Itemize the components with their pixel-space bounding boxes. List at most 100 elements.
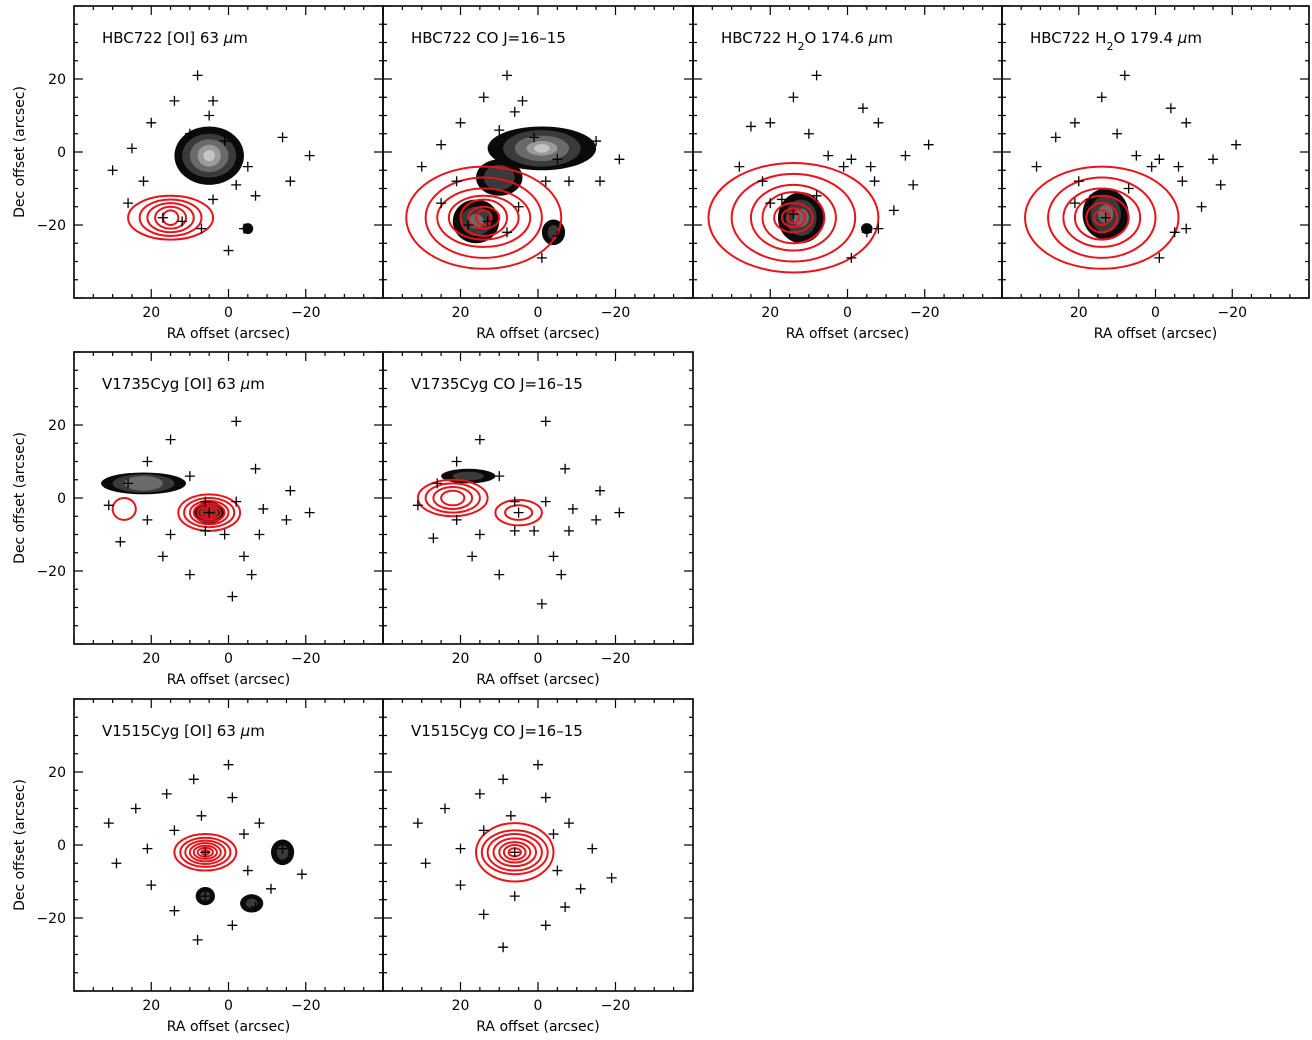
spaxel-marker (606, 872, 617, 883)
spaxel-marker (552, 230, 563, 241)
overlay-contour-0-level-4 (196, 504, 222, 521)
spaxel-marker (231, 496, 242, 507)
overlay-contour-0-level-3 (188, 842, 222, 863)
y-tick-label: 20 (48, 765, 66, 781)
spaxel-marker (540, 176, 551, 187)
spaxel-marker (591, 514, 602, 525)
overlay-contour-0-level-0 (127, 194, 215, 241)
y-tick-label: 0 (57, 145, 66, 161)
overlay-contour-0-level-4 (192, 844, 218, 860)
spaxel-marker (200, 847, 211, 858)
overlay-contour-0-level-4 (1085, 202, 1119, 234)
overlay-contour-0-level-2 (749, 183, 837, 252)
spaxel-marker (169, 825, 180, 836)
spaxel-marker (614, 507, 625, 518)
spaxel-marker (509, 525, 520, 536)
plot-area (107, 70, 315, 256)
panel-frame (382, 351, 694, 645)
spaxel-marker (857, 103, 868, 114)
spaxel-marker (123, 198, 134, 209)
axis-ticks (1001, 5, 1310, 299)
spaxel-marker (107, 165, 118, 176)
spaxel-marker (451, 514, 462, 525)
spaxel-marker (1208, 154, 1219, 165)
x-axis-title: RA offset (arcsec) (476, 672, 600, 688)
spaxel-marker (1196, 201, 1207, 212)
overlay-contour-0-level-3 (154, 205, 188, 230)
spaxel-marker (146, 880, 157, 891)
spaxel-marker (564, 525, 574, 536)
spaxel-marker (811, 190, 822, 201)
spaxel-marker (494, 471, 505, 482)
spaxel-marker (923, 139, 934, 150)
spaxel-marker (595, 485, 605, 496)
panel-v1515cyg-oi: 20 0 −20 20 0 −20 Dec offset (arcsec) RA offset… (12, 698, 384, 1035)
spaxel-marker (238, 223, 249, 234)
x-tick-label: −20 (601, 305, 631, 321)
spaxel-marker (564, 176, 574, 187)
x-tick-label: 20 (761, 305, 779, 321)
overlay-contour-0-level-3 (1073, 194, 1130, 241)
spaxel-marker (1123, 183, 1134, 194)
spaxel-marker (757, 176, 768, 187)
spaxel-marker (474, 788, 485, 799)
overlay-contour-0-level-5 (780, 207, 807, 228)
overlay-contour-0-level-5 (467, 205, 501, 230)
spaxel-marker (1069, 117, 1080, 128)
spaxel-marker (540, 496, 551, 507)
spaxel-marker (436, 139, 447, 150)
overlay-contour-0-level-2 (436, 187, 532, 248)
x-tick-label: 0 (224, 651, 233, 667)
spaxel-marker (238, 551, 249, 562)
spaxel-marker (204, 110, 215, 121)
overlay-contour-0-level-2 (146, 202, 195, 234)
filled-contour-1-level-1 (483, 164, 515, 191)
spaxel-marker (502, 227, 512, 238)
x-tick-label: −20 (601, 651, 631, 667)
overlay-contour-0-level-1 (183, 496, 236, 529)
spaxel-marker (803, 128, 814, 139)
overlay-contour-0-level-0 (405, 165, 563, 270)
overlay-contour-1-level-3 (440, 489, 466, 507)
spaxel-marker (184, 471, 195, 482)
panel-title: HBC722 [OI] 63 μm (102, 29, 248, 47)
spaxel-marker (420, 858, 431, 869)
y-tick-label: 0 (57, 491, 66, 507)
spaxel-marker (296, 869, 307, 880)
spaxel-marker (1215, 179, 1226, 190)
x-tick-label: 0 (1151, 305, 1160, 321)
plot-area (1024, 70, 1242, 270)
spaxel-marker (161, 788, 172, 799)
panel-v1735cyg-oi: 20 0 −20 20 0 −20 Dec offset (arcsec) RA offset… (12, 351, 384, 688)
panel-title: V1735Cyg [OI] 63 μm (102, 375, 265, 393)
spaxel-marker (200, 496, 211, 507)
x-axis-title: RA offset (arcsec) (786, 326, 910, 342)
spaxel-marker (560, 902, 571, 913)
spaxel-marker (509, 847, 520, 858)
spaxel-marker (165, 529, 176, 540)
spaxel-marker (1146, 161, 1157, 172)
spaxel-marker (432, 478, 443, 489)
axis-ticks (382, 698, 694, 992)
spaxel-marker (509, 496, 520, 507)
spaxel-marker (157, 551, 168, 562)
y-axis-title: Dec offset (arcsec) (12, 86, 28, 218)
spaxel-marker (455, 843, 466, 854)
filled-contour-0-level-4 (203, 150, 215, 162)
spaxel-marker (1112, 128, 1123, 139)
spaxel-marker (540, 416, 551, 427)
spaxel-marker (115, 536, 126, 547)
spaxel-marker (1165, 103, 1176, 114)
overlay-contour-0-level-2 (486, 833, 543, 872)
x-tick-label: 0 (534, 305, 543, 321)
overlay-contour-0-level-0 (1024, 165, 1180, 270)
panel-title: HBC722 H2O 179.4 μm (1030, 29, 1202, 53)
spaxel-marker (529, 525, 540, 536)
spaxel-marker (285, 485, 296, 496)
spaxel-marker (451, 456, 462, 467)
spaxel-marker (192, 70, 203, 81)
axis-ticks (382, 351, 694, 645)
spaxel-marker (165, 434, 176, 445)
spaxel-marker (811, 70, 822, 81)
